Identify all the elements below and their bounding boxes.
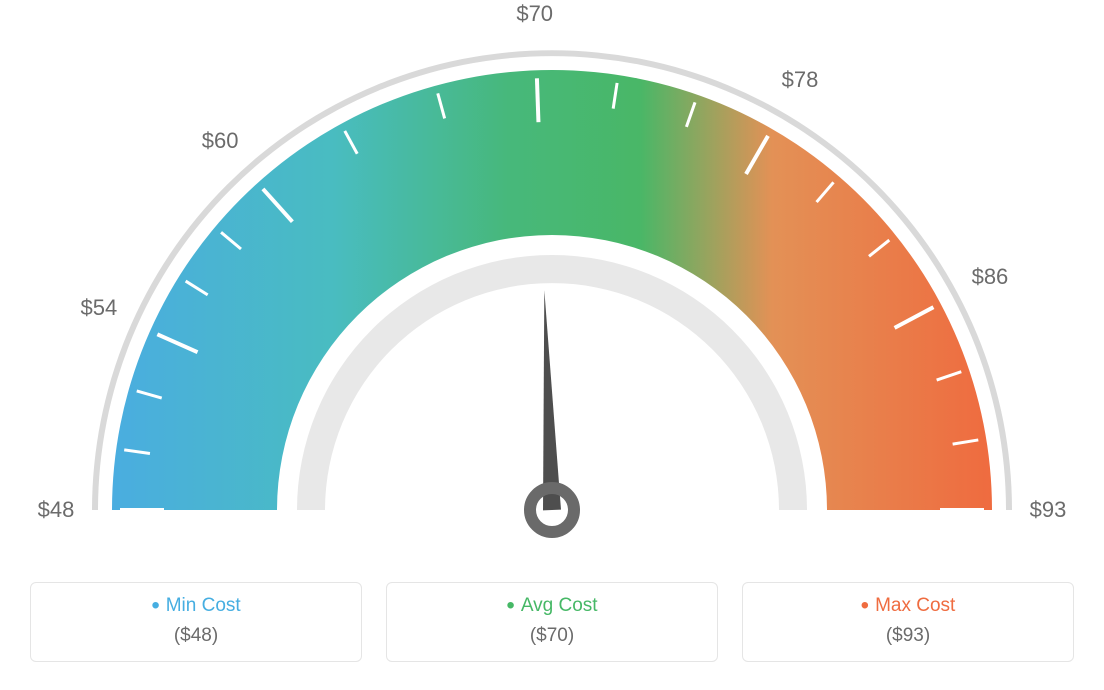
legend-avg-value: ($70) (387, 625, 717, 647)
legend-max-title: • Max Cost (743, 595, 1073, 617)
legend-avg-dot: • (506, 592, 514, 619)
legend-avg-title: • Avg Cost (387, 595, 717, 617)
legend-row: • Min Cost ($48) • Avg Cost ($70) • Max Cos… (0, 582, 1104, 662)
legend-max-label: Max Cost (875, 595, 955, 616)
gauge-tick-label: $48 (38, 497, 75, 523)
legend-min-dot: • (151, 592, 159, 619)
legend-max-value: ($93) (743, 625, 1073, 647)
legend-min-value: ($48) (31, 625, 361, 647)
gauge-tick-label: $78 (782, 67, 819, 93)
gauge-tick-label: $54 (81, 295, 118, 321)
gauge-area: $48 $54 $60 $70 $78 $86 $93 (0, 0, 1104, 560)
legend-max: • Max Cost ($93) (742, 582, 1074, 662)
legend-min: • Min Cost ($48) (30, 582, 362, 662)
legend-avg-label: Avg Cost (521, 595, 598, 616)
legend-max-dot: • (861, 592, 869, 619)
legend-min-label: Min Cost (166, 595, 241, 616)
gauge-tick-label: $93 (1030, 497, 1067, 523)
gauge-tick-label: $86 (972, 264, 1009, 290)
legend-avg: • Avg Cost ($70) (386, 582, 718, 662)
legend-min-title: • Min Cost (31, 595, 361, 617)
cost-gauge-chart: $48 $54 $60 $70 $78 $86 $93 • Min Cost ($48) • A… (0, 0, 1104, 690)
gauge-tick-label: $60 (202, 128, 239, 154)
gauge-tick-label: $70 (516, 1, 553, 27)
gauge-svg (0, 10, 1104, 570)
